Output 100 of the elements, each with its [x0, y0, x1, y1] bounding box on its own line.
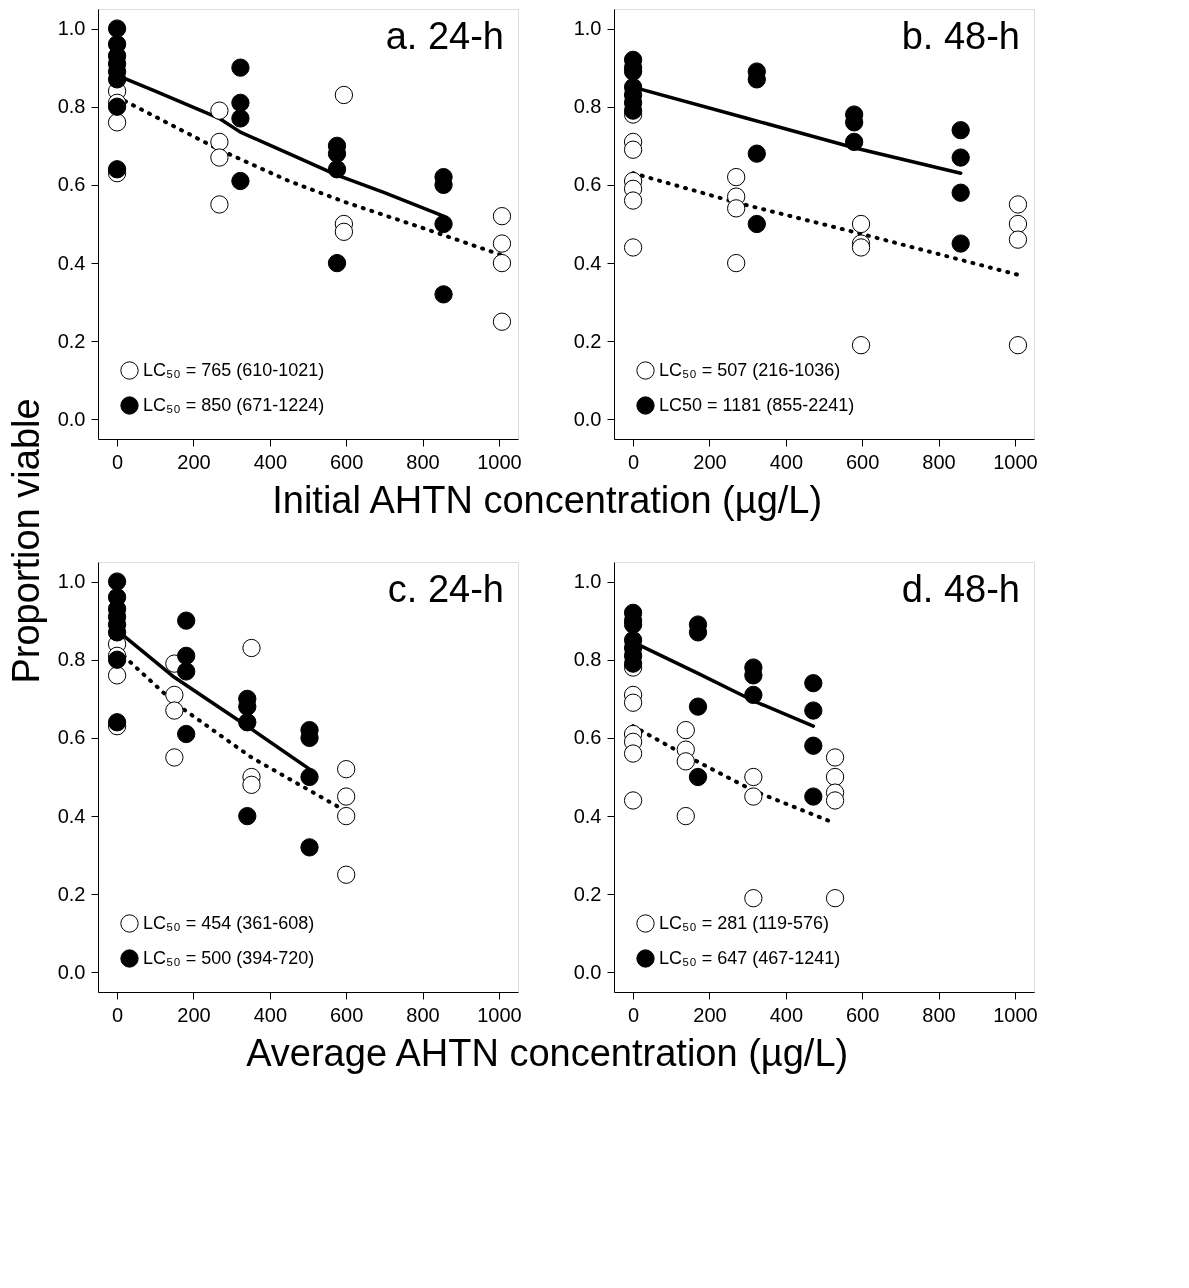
point	[300, 767, 319, 787]
x-tick-label: 200	[693, 450, 727, 473]
point	[337, 865, 356, 884]
y-tick-label: 0.4	[57, 251, 86, 274]
point	[210, 101, 229, 120]
point	[688, 767, 708, 787]
x-tick-label: 0	[112, 1003, 124, 1026]
y-tick-label: 1.0	[573, 570, 602, 593]
point	[744, 787, 763, 806]
point	[334, 85, 354, 105]
x-tick-label: 400	[769, 1003, 804, 1026]
point	[851, 238, 871, 257]
x-tick-label: 800	[922, 450, 956, 473]
point	[434, 285, 453, 304]
point	[337, 806, 356, 826]
x-tick-label: 600	[845, 450, 880, 473]
point	[825, 791, 845, 810]
point	[210, 148, 229, 167]
point	[242, 775, 261, 794]
legend-label: LC₅₀ = 500 (394-720)	[143, 947, 315, 968]
y-tick-label: 1.0	[57, 17, 86, 40]
point	[165, 685, 184, 705]
legend-label: LC₅₀ = 647 (467-1241)	[659, 947, 841, 968]
legend-label: LC₅₀ = 281 (119-576)	[659, 912, 829, 933]
x-tick-label: 200	[177, 450, 211, 473]
point	[747, 214, 766, 234]
x-tick-label: 600	[329, 1003, 364, 1026]
point	[242, 638, 261, 658]
point	[177, 646, 196, 665]
point	[231, 58, 250, 77]
point	[804, 674, 823, 693]
point	[327, 160, 347, 179]
legend-label: LC₅₀ = 454 (361-608)	[143, 912, 315, 933]
point	[107, 113, 127, 132]
point	[1008, 195, 1028, 214]
y-tick-label: 0.4	[573, 804, 602, 827]
point	[676, 752, 695, 771]
x-tick-label: 1000	[477, 1003, 522, 1026]
y-tick-label: 0.4	[573, 251, 602, 274]
chart-title: b. 48-h	[901, 15, 1020, 57]
x-tick-label: 1000	[477, 450, 522, 473]
x-tick-label: 400	[253, 450, 288, 473]
point	[951, 148, 970, 167]
y-tick-label: 0.8	[57, 95, 86, 118]
point	[337, 787, 356, 806]
point	[623, 140, 643, 159]
point	[804, 736, 823, 755]
y-tick-label: 0.0	[57, 407, 86, 430]
y-tick-label: 0.6	[573, 726, 602, 749]
y-tick-label: 1.0	[57, 570, 86, 593]
chart-title: d. 48-h	[901, 568, 1020, 610]
y-tick-label: 0.4	[57, 804, 86, 827]
point	[492, 312, 512, 331]
point	[744, 889, 763, 908]
x-tick-label: 1000	[993, 1003, 1038, 1026]
y-tick-label: 0.2	[573, 882, 602, 905]
y-tick-label: 0.8	[573, 95, 602, 118]
point	[165, 701, 184, 720]
x-tick-label: 200	[693, 1003, 727, 1026]
y-tick-label: 0.2	[573, 329, 602, 352]
x-tick-label: 1000	[993, 450, 1038, 473]
point	[492, 234, 512, 253]
point	[727, 167, 746, 187]
point	[334, 222, 354, 241]
point	[623, 191, 643, 210]
x-tick-label: 400	[253, 1003, 288, 1026]
x-tick-label: 800	[922, 1003, 956, 1026]
point	[238, 806, 257, 826]
y-tick-label: 0.8	[573, 648, 602, 671]
x-tick-label: 800	[406, 450, 440, 473]
point	[623, 693, 643, 712]
point	[231, 93, 250, 112]
x-tick-label: 600	[845, 1003, 880, 1026]
y-tick-label: 0.2	[57, 329, 86, 352]
point	[107, 97, 127, 116]
point	[825, 767, 845, 787]
point	[434, 214, 453, 234]
point	[177, 662, 196, 681]
point	[825, 748, 845, 767]
chart-title: a. 24-h	[385, 15, 504, 57]
point	[623, 744, 643, 763]
point	[623, 238, 643, 257]
point	[851, 214, 871, 234]
point	[676, 720, 695, 740]
chart-title: c. 24-h	[387, 568, 504, 610]
point	[1008, 214, 1028, 234]
point	[238, 713, 257, 732]
x-axis-title: Initial AHTN concentration (µg/L)	[272, 478, 823, 521]
y-tick-label: 0.0	[573, 960, 602, 983]
point	[337, 760, 356, 779]
y-tick-label: 1.0	[573, 17, 602, 40]
point	[492, 207, 512, 226]
point	[177, 724, 196, 744]
legend-label: LC₅₀ = 765 (610-1021)	[143, 359, 325, 380]
point	[210, 195, 229, 214]
point	[165, 748, 184, 767]
point	[951, 183, 970, 202]
x-tick-label: 400	[769, 450, 804, 473]
point	[804, 701, 823, 720]
y-tick-label: 0.0	[57, 960, 86, 983]
